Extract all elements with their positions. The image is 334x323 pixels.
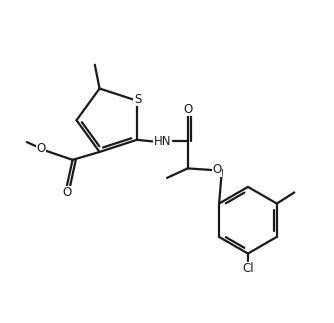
Text: Cl: Cl <box>242 262 254 275</box>
Text: O: O <box>36 142 45 155</box>
Text: O: O <box>212 163 222 176</box>
Text: S: S <box>134 93 141 106</box>
Text: O: O <box>62 186 71 199</box>
Text: O: O <box>184 102 193 116</box>
Text: HN: HN <box>153 135 171 148</box>
